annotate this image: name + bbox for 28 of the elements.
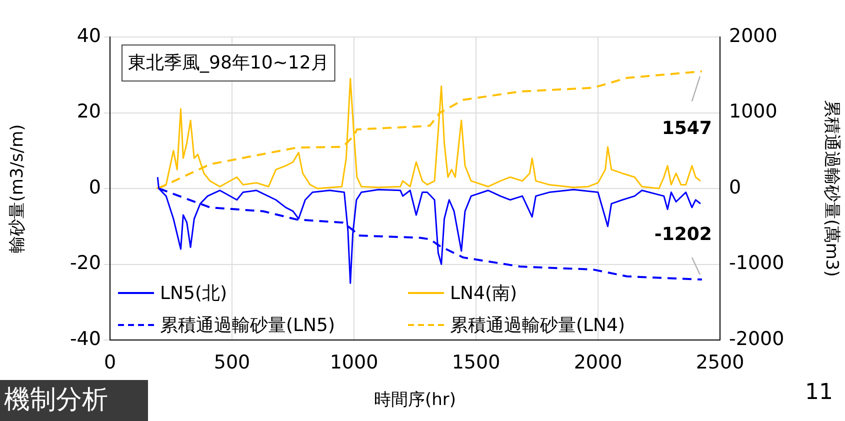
legend-label: LN5(北) bbox=[160, 282, 227, 305]
y-axis-title: 輸砂量(m3/s/m) bbox=[8, 124, 28, 253]
y-tick-label: 0 bbox=[88, 176, 101, 198]
x-axis-title: 時間序(hr) bbox=[374, 390, 456, 410]
y2-tick-label: 0 bbox=[729, 176, 742, 198]
y-tick-label: 20 bbox=[76, 100, 101, 123]
y2-tick-label: -1000 bbox=[729, 252, 784, 274]
legend-label: 累積通過輸砂量(LN4) bbox=[450, 314, 625, 337]
legend-label: 累積通過輸砂量(LN5) bbox=[160, 314, 335, 337]
y2-tick-label: -2000 bbox=[729, 328, 784, 350]
y-tick-label: -20 bbox=[70, 252, 101, 274]
y2-tick-label: 1000 bbox=[729, 100, 778, 123]
x-tick-label: 500 bbox=[214, 351, 250, 374]
legend-label: LN4(南) bbox=[450, 282, 517, 305]
text: 機制分析 bbox=[0, 380, 148, 421]
y-tick-label: 40 bbox=[76, 24, 101, 47]
y2-axis-title: 累積通過輸砂量(萬m3) bbox=[821, 100, 842, 277]
y-tick-label: -40 bbox=[70, 328, 101, 350]
x-tick-label: 2500 bbox=[696, 351, 744, 374]
text: 11 bbox=[805, 380, 833, 405]
x-tick-label: 2000 bbox=[574, 351, 622, 374]
y2-tick-label: 2000 bbox=[729, 24, 778, 47]
x-tick-label: 1000 bbox=[330, 351, 378, 374]
annotation: 東北季風_98年10~12月 bbox=[128, 52, 329, 74]
x-tick-label: 0 bbox=[104, 351, 116, 374]
data-label: -1202 bbox=[654, 224, 712, 246]
x-tick-label: 1500 bbox=[452, 351, 500, 374]
data-label: 1547 bbox=[662, 118, 712, 139]
